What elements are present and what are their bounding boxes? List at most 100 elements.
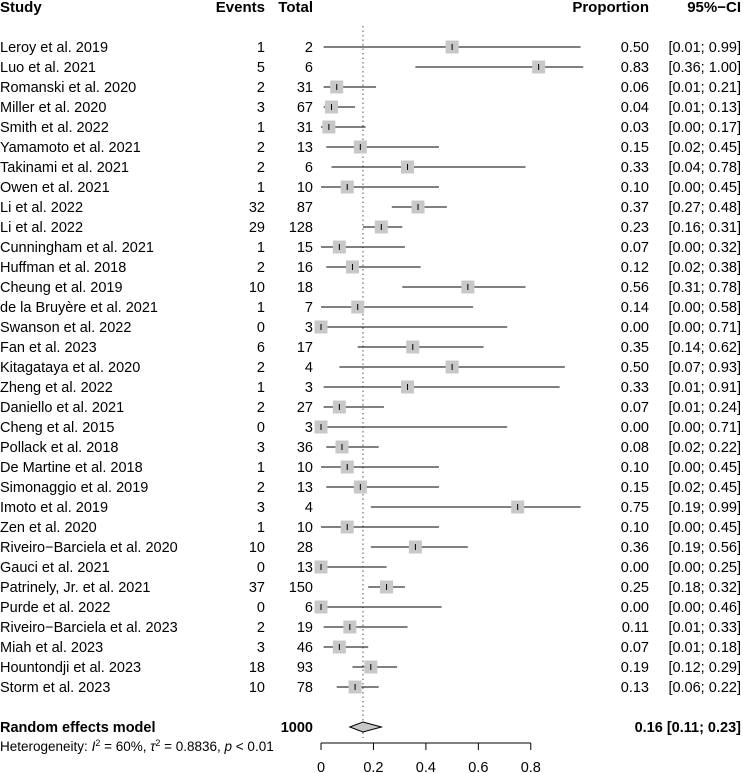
study-total: 15 <box>297 240 313 256</box>
study-ci: [0.01; 0.91] <box>668 380 741 396</box>
study-events: 32 <box>249 200 265 216</box>
study-row: Zheng et al. 2022 1 3 0.33 [0.01; 0.91] <box>0 380 741 396</box>
study-name: Zheng et al. 2022 <box>0 380 113 396</box>
pooled-label: Random effects model <box>0 720 156 736</box>
heterogeneity-label: Heterogeneity: <box>0 739 92 754</box>
study-row: Cheng et al. 2015 0 3 0.00 [0.00; 0.71] <box>0 420 741 436</box>
study-ci: [0.00; 0.32] <box>668 240 741 256</box>
i2-symbol: I <box>92 739 96 754</box>
study-events: 1 <box>257 300 265 316</box>
header-study: Study <box>0 0 42 16</box>
study-events: 3 <box>257 440 265 456</box>
study-ci: [0.02; 0.45] <box>668 480 741 496</box>
study-row: Pollack et al. 2018 3 36 0.08 [0.02; 0.22] <box>0 440 741 456</box>
study-proportion: 0.12 <box>621 260 649 276</box>
study-name: Daniello et al. 2021 <box>0 400 124 416</box>
study-proportion: 0.08 <box>621 440 649 456</box>
study-ci: [0.00; 0.25] <box>668 560 741 576</box>
study-proportion: 0.07 <box>621 400 649 416</box>
study-total: 3 <box>305 420 313 436</box>
study-name: Takinami et al. 2021 <box>0 160 129 176</box>
study-name: Pollack et al. 2018 <box>0 440 119 456</box>
header-ci: 95%−CI <box>687 0 741 16</box>
study-events: 1 <box>257 180 265 196</box>
study-row: de la Bruyère et al. 2021 1 7 0.14 [0.00; 0.… <box>0 300 741 316</box>
header-total: Total <box>278 0 313 16</box>
study-total: 28 <box>297 540 313 556</box>
study-row: Purde et al. 2022 0 6 0.00 [0.00; 0.46] <box>0 600 741 616</box>
study-events: 1 <box>257 40 265 56</box>
study-ci: [0.00; 0.45] <box>668 460 741 476</box>
study-name: Miah et al. 2023 <box>0 640 103 656</box>
study-total: 16 <box>297 260 313 276</box>
study-total: 13 <box>297 140 313 156</box>
study-events: 2 <box>257 360 265 376</box>
p-symbol: p <box>224 739 233 754</box>
study-events: 18 <box>249 660 265 676</box>
study-ci: [0.00; 0.58] <box>668 300 741 316</box>
p-value: < 0.01 <box>232 739 274 754</box>
study-proportion: 0.50 <box>621 360 649 376</box>
study-name: Gauci et al. 2021 <box>0 560 110 576</box>
study-row: De Martine et al. 2018 1 10 0.10 [0.00; 0.45… <box>0 460 741 476</box>
study-proportion: 0.00 <box>621 320 649 336</box>
study-row: Li et al. 2022 29 128 0.23 [0.16; 0.31] <box>0 220 741 236</box>
study-proportion: 0.11 <box>622 620 649 636</box>
study-ci: [0.16; 0.31] <box>668 220 741 236</box>
study-total: 13 <box>297 480 313 496</box>
study-events: 2 <box>257 260 265 276</box>
study-total: 78 <box>297 680 313 696</box>
study-proportion: 0.19 <box>621 660 649 676</box>
study-events: 3 <box>257 100 265 116</box>
study-proportion: 0.10 <box>621 520 649 536</box>
study-events: 1 <box>257 240 265 256</box>
study-name: Owen et al. 2021 <box>0 180 110 196</box>
study-proportion: 0.36 <box>621 540 649 556</box>
study-ci: [0.00; 0.45] <box>668 180 741 196</box>
study-total: 6 <box>305 160 313 176</box>
study-row: Owen et al. 2021 1 10 0.10 [0.00; 0.45] <box>0 180 741 196</box>
study-row: Riveiro−Barciela et al. 2020 10 28 0.36 [0.1… <box>0 540 741 556</box>
study-total: 18 <box>297 280 313 296</box>
study-total: 27 <box>297 400 313 416</box>
study-row: Riveiro−Barciela et al. 2023 2 19 0.11 [0.01… <box>0 620 741 636</box>
study-proportion: 0.37 <box>621 200 649 216</box>
study-total: 150 <box>289 580 313 596</box>
study-events: 0 <box>257 560 265 576</box>
study-events: 3 <box>257 640 265 656</box>
study-ci: [0.14; 0.62] <box>668 340 741 356</box>
study-events: 0 <box>257 600 265 616</box>
study-name: Hountondji et al. 2023 <box>0 660 141 676</box>
study-ci: [0.00; 0.17] <box>668 120 741 136</box>
study-name: Swanson et al. 2022 <box>0 320 131 336</box>
study-events: 6 <box>257 340 265 356</box>
study-proportion: 0.33 <box>621 380 649 396</box>
study-ci: [0.00; 0.45] <box>668 520 741 536</box>
study-proportion: 0.00 <box>621 600 649 616</box>
study-events: 10 <box>249 280 265 296</box>
study-total: 128 <box>289 220 313 236</box>
study-name: Purde et al. 2022 <box>0 600 110 616</box>
study-total: 6 <box>305 60 313 76</box>
study-events: 2 <box>257 140 265 156</box>
study-events: 0 <box>257 420 265 436</box>
x-axis: 0 0.2 0.4 0.6 0.8 <box>317 742 541 773</box>
study-row: Huffman et al. 2018 2 16 0.12 [0.02; 0.38] <box>0 260 741 276</box>
study-ci: [0.00; 0.71] <box>668 320 741 336</box>
study-name: Yamamoto et al. 2021 <box>0 140 141 156</box>
study-row: Cheung et al. 2019 10 18 0.56 [0.31; 0.78] <box>0 280 741 296</box>
study-name: Imoto et al. 2019 <box>0 500 108 516</box>
study-total: 2 <box>305 40 313 56</box>
study-total: 7 <box>305 300 313 316</box>
x-tick-label: 0.2 <box>363 760 383 773</box>
study-proportion: 0.07 <box>621 240 649 256</box>
pooled-total: 1000 <box>281 720 313 736</box>
study-proportion: 0.15 <box>621 480 649 496</box>
table-header: Study Events Total Proportion 95%−CI <box>0 0 741 16</box>
study-proportion: 0.25 <box>621 580 649 596</box>
study-row: Leroy et al. 2019 1 2 0.50 [0.01; 0.99] <box>0 40 741 56</box>
study-name: Riveiro−Barciela et al. 2023 <box>0 620 178 636</box>
study-row: Fan et al. 2023 6 17 0.35 [0.14; 0.62] <box>0 340 741 356</box>
study-total: 87 <box>297 200 313 216</box>
pooled-row: Random effects model 1000 0.16 [0.11; 0.… <box>0 720 741 736</box>
